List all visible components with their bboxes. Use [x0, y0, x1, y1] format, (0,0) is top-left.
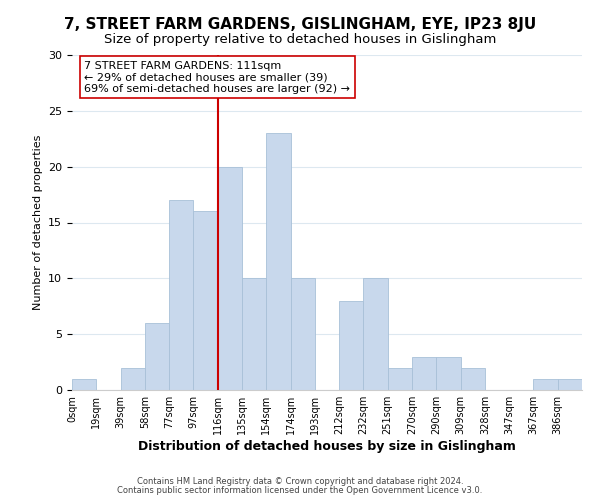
Bar	[436, 356, 461, 390]
Bar	[364, 278, 388, 390]
Y-axis label: Number of detached properties: Number of detached properties	[32, 135, 43, 310]
Bar	[218, 166, 242, 390]
Bar	[145, 323, 169, 390]
Bar	[558, 379, 582, 390]
Text: Size of property relative to detached houses in Gislingham: Size of property relative to detached ho…	[104, 32, 496, 46]
Bar	[72, 379, 96, 390]
Text: 7, STREET FARM GARDENS, GISLINGHAM, EYE, IP23 8JU: 7, STREET FARM GARDENS, GISLINGHAM, EYE,…	[64, 18, 536, 32]
Bar	[266, 133, 290, 390]
Bar	[242, 278, 266, 390]
Bar	[290, 278, 315, 390]
Bar	[461, 368, 485, 390]
Bar	[412, 356, 436, 390]
Text: 7 STREET FARM GARDENS: 111sqm
← 29% of detached houses are smaller (39)
69% of s: 7 STREET FARM GARDENS: 111sqm ← 29% of d…	[84, 60, 350, 94]
X-axis label: Distribution of detached houses by size in Gislingham: Distribution of detached houses by size …	[138, 440, 516, 453]
Bar	[121, 368, 145, 390]
Text: Contains public sector information licensed under the Open Government Licence v3: Contains public sector information licen…	[118, 486, 482, 495]
Bar	[193, 212, 218, 390]
Bar	[169, 200, 193, 390]
Text: Contains HM Land Registry data © Crown copyright and database right 2024.: Contains HM Land Registry data © Crown c…	[137, 477, 463, 486]
Bar	[533, 379, 558, 390]
Bar	[339, 300, 364, 390]
Bar	[388, 368, 412, 390]
